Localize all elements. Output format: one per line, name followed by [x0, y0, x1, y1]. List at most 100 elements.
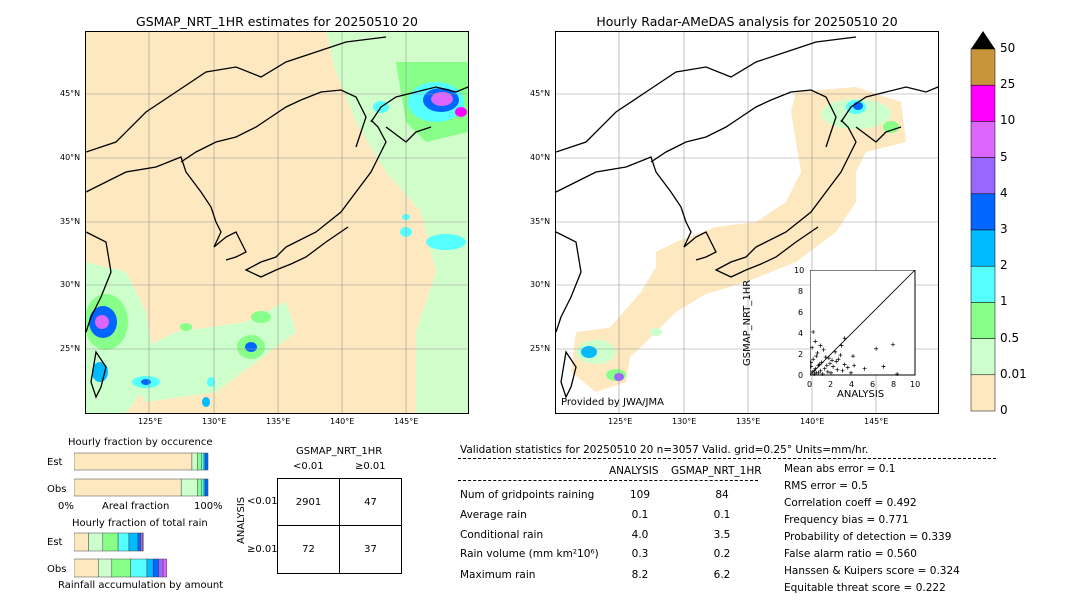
- frac-total-footer: Rainfall accumulation by amount: [58, 580, 224, 591]
- left-lon-tick: 140°E: [330, 417, 355, 426]
- fraction-bar-segment: [74, 452, 193, 471]
- left-lon-tick: 130°E: [202, 417, 227, 426]
- stats-row-analysis: 4.0: [631, 529, 649, 541]
- cont-col-title: GSMAP_NRT_1HR: [296, 446, 383, 457]
- colorbar-label: 1: [1000, 294, 1008, 309]
- right-lat-tick: 40°N: [530, 153, 551, 162]
- colorbar-label: 25: [1000, 77, 1016, 92]
- right-lon-tick: 140°E: [800, 417, 825, 426]
- frac-occ-row-obs: Obs: [47, 484, 67, 495]
- cont-cell-b: 47: [339, 478, 402, 526]
- colorbar-cell: [970, 121, 996, 158]
- right-lat-tick: 30°N: [530, 280, 551, 289]
- fraction-bar-segment: [140, 532, 143, 552]
- fraction-bar-segment: [142, 532, 144, 552]
- left-lat-tick: 45°N: [60, 89, 81, 98]
- scatter-point: [818, 368, 823, 373]
- scatter-point: [852, 363, 857, 368]
- scatter-point: [830, 358, 835, 363]
- score-line: Frequency bias = 0.771: [784, 514, 909, 526]
- scatter-point: [862, 366, 867, 371]
- stats-row-label: Num of gridpoints raining: [460, 489, 595, 501]
- stats-row-gsmap: 3.5: [713, 529, 731, 541]
- scatter-point: [833, 349, 838, 354]
- stats-header-rule: [458, 458, 996, 459]
- fraction-bar-segment: [111, 558, 131, 578]
- left-lat-tick: 25°N: [60, 344, 81, 353]
- scatter-point: [848, 370, 853, 375]
- scatter-point: [822, 366, 827, 371]
- colorbar-label: 0: [1000, 403, 1008, 417]
- stats-col-analysis: ANALYSIS: [609, 465, 659, 477]
- scatter-point: [851, 354, 856, 359]
- scatter-point: [874, 346, 879, 351]
- score-line: Probability of detection = 0.339: [784, 531, 952, 543]
- cont-col-lt: <0.01: [293, 461, 324, 472]
- frac-occ-chart: [74, 452, 209, 497]
- scatter-point: [825, 369, 830, 374]
- scatter-point: [839, 343, 844, 348]
- scatter-point: [821, 347, 826, 352]
- score-line: RMS error = 0.5: [784, 480, 868, 492]
- fraction-bar-segment: [152, 558, 159, 578]
- scatter-point: [842, 362, 847, 367]
- scatter-plot: [810, 270, 916, 376]
- scatter-point: [838, 353, 843, 358]
- cont-col-ge: ≥0.01: [355, 461, 386, 472]
- right-lat-tick: 35°N: [530, 217, 551, 226]
- scatter-point: [845, 365, 850, 370]
- colorbar-label: 2: [1000, 258, 1008, 273]
- scatter-x-tick: 0: [807, 380, 813, 389]
- fraction-bar-segment: [197, 478, 202, 497]
- colorbar-cell: [970, 302, 996, 339]
- left-lat-tick: 35°N: [60, 217, 81, 226]
- frac-total-chart: [74, 532, 167, 578]
- scatter-ylabel: GSMAP_NRT_1HR: [742, 279, 753, 366]
- scatter-x-tick: 4: [849, 380, 855, 389]
- fraction-bar-segment: [180, 478, 198, 497]
- stats-row-label: Rain volume (mm km²10⁶): [460, 548, 599, 560]
- right-map-title: Hourly Radar-AMeDAS analysis for 2025051…: [596, 14, 898, 29]
- colorbar-cell: [970, 229, 996, 267]
- score-line: Correlation coeff = 0.492: [784, 497, 917, 509]
- scatter-x-tick: 2: [828, 380, 834, 389]
- scatter-point: [810, 364, 814, 369]
- left-map-svg: [86, 32, 468, 413]
- colorbar-cell: [970, 374, 996, 412]
- fraction-bar-segment: [162, 558, 167, 578]
- score-line: Mean abs error = 0.1: [784, 463, 896, 475]
- stats-row-gsmap: 6.2: [713, 569, 731, 581]
- cont-cell-d: 37: [339, 525, 402, 574]
- cont-row-title: ANALYSIS: [236, 496, 247, 544]
- scatter-point: [810, 360, 814, 365]
- scatter-point: [816, 370, 821, 375]
- left-coastline: [86, 36, 468, 399]
- frac-occ-axis-mid: Areal fraction: [102, 501, 170, 512]
- left-lat-tick: 30°N: [60, 280, 81, 289]
- fraction-bar-segment: [128, 532, 139, 552]
- right-coastline: [556, 36, 938, 399]
- fraction-bar-segment: [88, 532, 104, 552]
- colorbar-cell: [970, 338, 996, 376]
- left-precip-field: [86, 32, 468, 413]
- scatter-point: [818, 343, 823, 348]
- colorbar-label: 10: [1000, 113, 1016, 128]
- stats-row-label: Average rain: [460, 509, 527, 521]
- cont-row-ge: ≥0.01: [247, 544, 278, 555]
- fraction-bar-segment: [201, 478, 205, 497]
- cont-cell-a: 2901: [277, 478, 340, 526]
- right-lon-tick: 135°E: [736, 417, 761, 426]
- fraction-bar-segment: [74, 558, 99, 578]
- scatter-x-tick: 10: [910, 380, 921, 389]
- stats-row-analysis: 109: [629, 489, 651, 501]
- right-map-grid: [556, 32, 938, 413]
- stats-row-label: Conditional rain: [460, 529, 544, 541]
- left-lon-tick: 135°E: [266, 417, 291, 426]
- fraction-bar-segment: [102, 532, 119, 552]
- scatter-point: [824, 363, 829, 368]
- scatter-point: [842, 336, 847, 341]
- cont-row-lt: <0.01: [247, 496, 278, 507]
- left-map-title: GSMAP_NRT_1HR estimates for 20250510 20: [136, 14, 418, 29]
- stats-table-rule: [458, 480, 758, 481]
- fraction-bar-segment: [137, 532, 141, 552]
